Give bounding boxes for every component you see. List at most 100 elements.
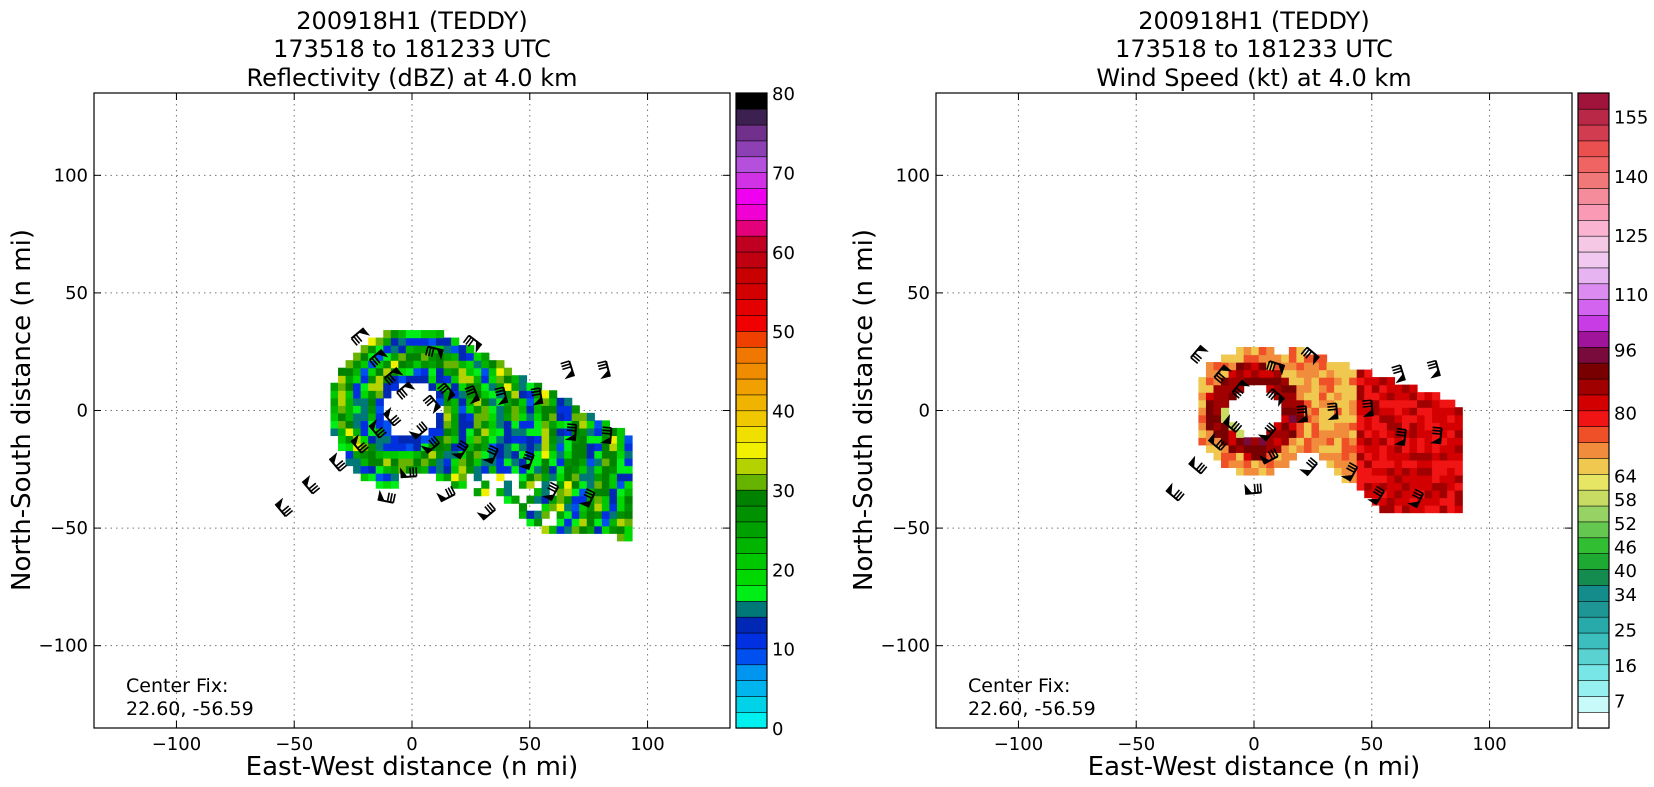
field-cell (1349, 369, 1358, 378)
y-axis-label: North-South distance (n mi) (7, 229, 37, 591)
field-cell (1439, 459, 1448, 469)
field-cell (1379, 414, 1388, 423)
colorbar-segment (735, 680, 768, 697)
field-cell (1439, 482, 1448, 491)
field-cell (428, 427, 437, 437)
field-cell (1424, 407, 1433, 416)
field-cell (549, 390, 558, 399)
field-cell (1251, 362, 1260, 371)
colorbar-segment (735, 648, 768, 666)
colorbar-segment (1577, 521, 1610, 539)
field-cell (1432, 505, 1441, 514)
field-cell (586, 435, 595, 444)
field-cell (375, 427, 384, 437)
field-cell (473, 382, 482, 391)
field-cell (1401, 384, 1411, 393)
field-cell (338, 435, 347, 444)
field-cell (1417, 467, 1426, 476)
colorbar-segment (735, 124, 768, 142)
field-cell (1258, 444, 1267, 453)
field-cell (1266, 369, 1275, 378)
field-cell (458, 473, 467, 482)
barb-feather (1198, 464, 1206, 473)
barb-feather (1348, 462, 1358, 468)
field-cell (1311, 399, 1320, 408)
field-cell (1334, 377, 1343, 386)
field-cell (616, 480, 626, 489)
field-cell (571, 473, 580, 482)
field-cell (541, 480, 550, 489)
field-cell (1349, 422, 1358, 431)
field-cell (1394, 444, 1403, 453)
colorbar-segment (735, 283, 768, 300)
field-cell (1334, 362, 1343, 371)
field-cell (1447, 497, 1456, 506)
field-cell (368, 375, 377, 384)
barb-pennant (1223, 414, 1231, 427)
field-cell (443, 360, 452, 369)
colorbar-segment (1577, 584, 1610, 602)
field-cell (1379, 422, 1388, 431)
colorbar-segment (735, 505, 768, 523)
field-cell (1273, 392, 1282, 401)
y-tick-label: 0 (77, 401, 88, 422)
field-cell (398, 375, 407, 384)
barb-feather (462, 335, 470, 344)
field-cell (511, 458, 520, 467)
field-cell (1371, 414, 1380, 423)
field-cell (428, 367, 437, 376)
field-cell (1243, 459, 1252, 469)
field-cell (1454, 407, 1463, 416)
barb-pennant (329, 452, 338, 465)
field-cell (1371, 377, 1380, 386)
field-cell (1424, 459, 1433, 469)
field-cell (594, 518, 603, 527)
field-cell (571, 503, 580, 512)
barb-feather (1264, 426, 1273, 434)
wind-barb (462, 334, 483, 354)
field-cell (1281, 399, 1290, 408)
field-cell (330, 405, 339, 414)
barb-feather (1200, 466, 1208, 475)
field-cell (345, 405, 354, 414)
field-cell (473, 465, 482, 474)
field-cell (481, 458, 490, 467)
field-cell (338, 405, 347, 414)
field-cell (466, 450, 475, 459)
field-cell (1439, 399, 1448, 408)
field-cell (609, 510, 618, 519)
field-cell (1439, 429, 1448, 438)
field-cell (556, 397, 565, 406)
barb-pennant (1259, 454, 1270, 464)
barb-feather (1230, 420, 1238, 429)
colorbar-segment (735, 600, 768, 618)
field-cell (1303, 369, 1313, 378)
field-cell (556, 488, 565, 497)
field-cell (511, 375, 520, 384)
barb-feather (1220, 442, 1228, 451)
colorbar-tick-label: 40 (772, 402, 795, 423)
field-cell (1424, 505, 1433, 514)
field-cell (1401, 482, 1411, 491)
field-cell (1221, 407, 1230, 416)
field-cell (1356, 467, 1365, 476)
field-cell (556, 495, 565, 504)
field-cell (586, 518, 595, 527)
field-cell (518, 375, 528, 384)
wind-barb (1300, 346, 1320, 366)
field-cell (1409, 407, 1418, 416)
field-cell (1356, 414, 1365, 423)
chart-title-line-1: 200918H1 (TEDDY) (1138, 7, 1369, 35)
colorbar-segment (1577, 267, 1610, 285)
field-cell (390, 450, 399, 459)
field-cell (526, 427, 535, 437)
field-cell (541, 390, 550, 399)
barb-pennant (600, 436, 611, 444)
field-cell (1356, 437, 1365, 446)
field-cell (458, 405, 467, 414)
wind-barbs (1165, 344, 1443, 509)
colorbar-tick-label: 96 (1614, 340, 1637, 361)
field-cell (1326, 362, 1335, 371)
field-cell (534, 510, 543, 519)
barb-pennant (391, 367, 404, 376)
